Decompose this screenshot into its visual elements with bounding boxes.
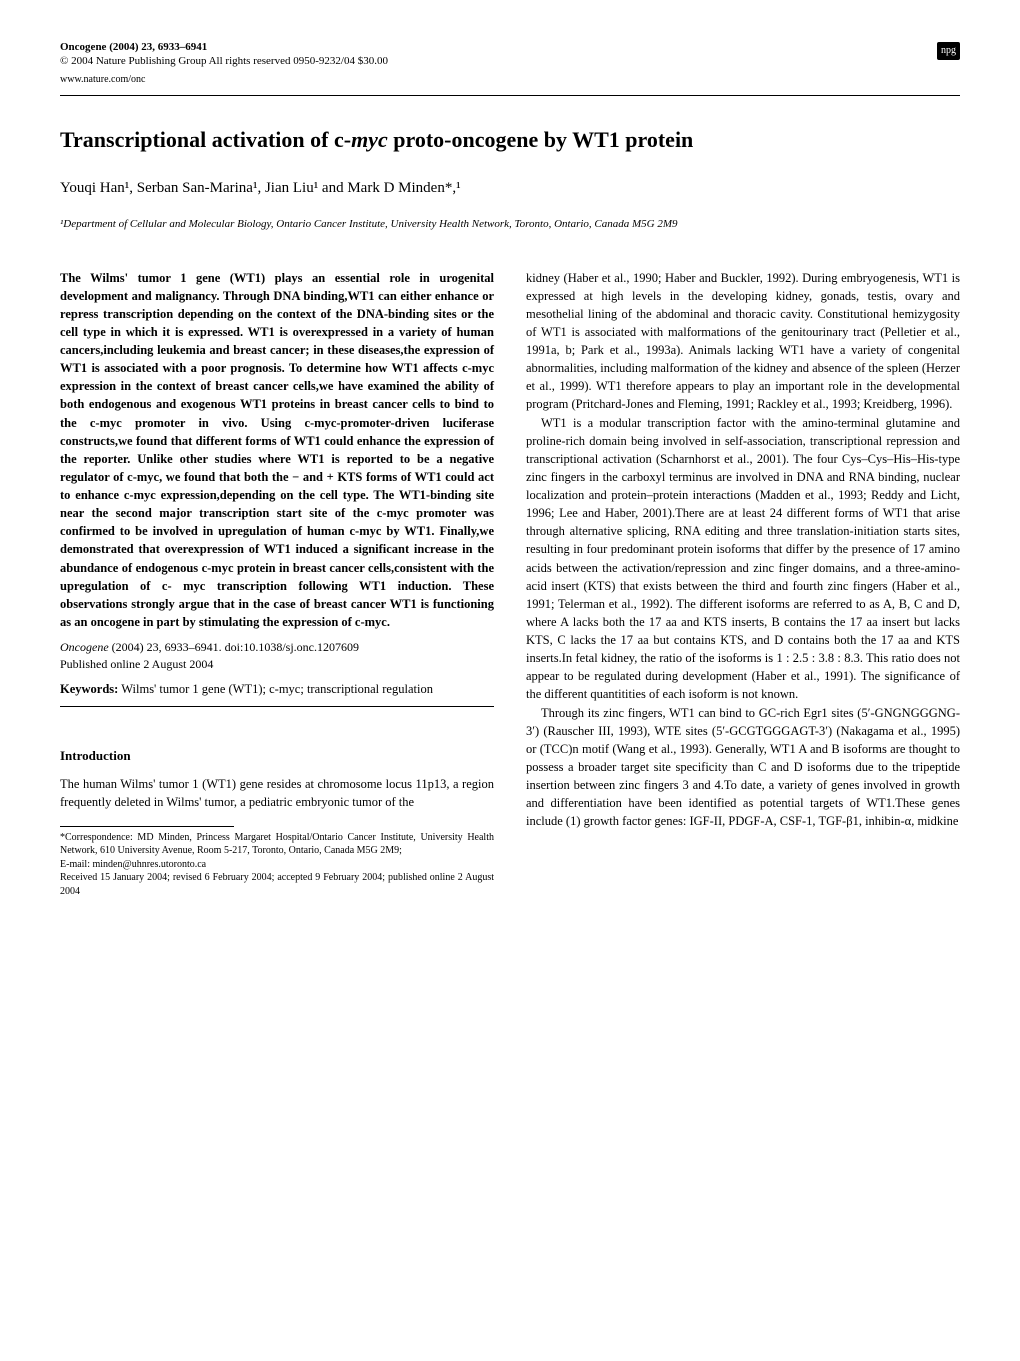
article-title: Transcriptional activation of c-myc prot… — [60, 126, 960, 155]
footnote-rule — [60, 826, 234, 827]
publisher-logo: npg — [937, 42, 960, 60]
two-column-body: The Wilms' tumor 1 gene (WT1) plays an e… — [60, 269, 960, 899]
copyright-line: © 2004 Nature Publishing Group All right… — [60, 54, 388, 68]
header-rule — [60, 95, 960, 96]
left-column: The Wilms' tumor 1 gene (WT1) plays an e… — [60, 269, 494, 899]
right-para-1: kidney (Haber et al., 1990; Haber and Bu… — [526, 269, 960, 414]
correspondence: *Correspondence: MD Minden, Princess Mar… — [60, 831, 494, 858]
journal-title: Oncogene (2004) 23, 6933–6941 — [60, 40, 388, 54]
author-list: Youqi Han¹, Serban San-Marina¹, Jian Liu… — [60, 178, 960, 199]
affiliation: ¹Department of Cellular and Molecular Bi… — [60, 217, 960, 232]
keywords-rule — [60, 706, 494, 707]
header-row: Oncogene (2004) 23, 6933–6941 © 2004 Nat… — [60, 40, 960, 69]
title-italic: myc — [351, 127, 388, 152]
citation: Oncogene (2004) 23, 6933–6941. doi:10.10… — [60, 639, 494, 673]
right-para-2: WT1 is a modular transcription factor wi… — [526, 414, 960, 704]
right-para-3: Through its zinc fingers, WT1 can bind t… — [526, 704, 960, 831]
title-post: proto-oncogene by WT1 protein — [388, 127, 694, 152]
citation-published: Published online 2 August 2004 — [60, 657, 213, 671]
keywords: Keywords: Wilms' tumor 1 gene (WT1); c-m… — [60, 681, 494, 699]
intro-para-1: The human Wilms' tumor 1 (WT1) gene resi… — [60, 775, 494, 811]
section-heading-introduction: Introduction — [60, 747, 494, 765]
website-url: www.nature.com/onc — [60, 73, 960, 87]
keywords-label: Keywords: — [60, 682, 118, 696]
keywords-text: Wilms' tumor 1 gene (WT1); c-myc; transc… — [118, 682, 433, 696]
abstract: The Wilms' tumor 1 gene (WT1) plays an e… — [60, 269, 494, 632]
title-pre: Transcriptional activation of c- — [60, 127, 351, 152]
received-line: Received 15 January 2004; revised 6 Febr… — [60, 871, 494, 898]
citation-details: (2004) 23, 6933–6941. doi:10.1038/sj.onc… — [109, 640, 359, 654]
journal-info: Oncogene (2004) 23, 6933–6941 © 2004 Nat… — [60, 40, 388, 69]
footnote-block: *Correspondence: MD Minden, Princess Mar… — [60, 831, 494, 899]
citation-journal: Oncogene — [60, 640, 109, 654]
right-column: kidney (Haber et al., 1990; Haber and Bu… — [526, 269, 960, 899]
correspondence-email: E-mail: minden@uhnres.utoronto.ca — [60, 858, 494, 872]
